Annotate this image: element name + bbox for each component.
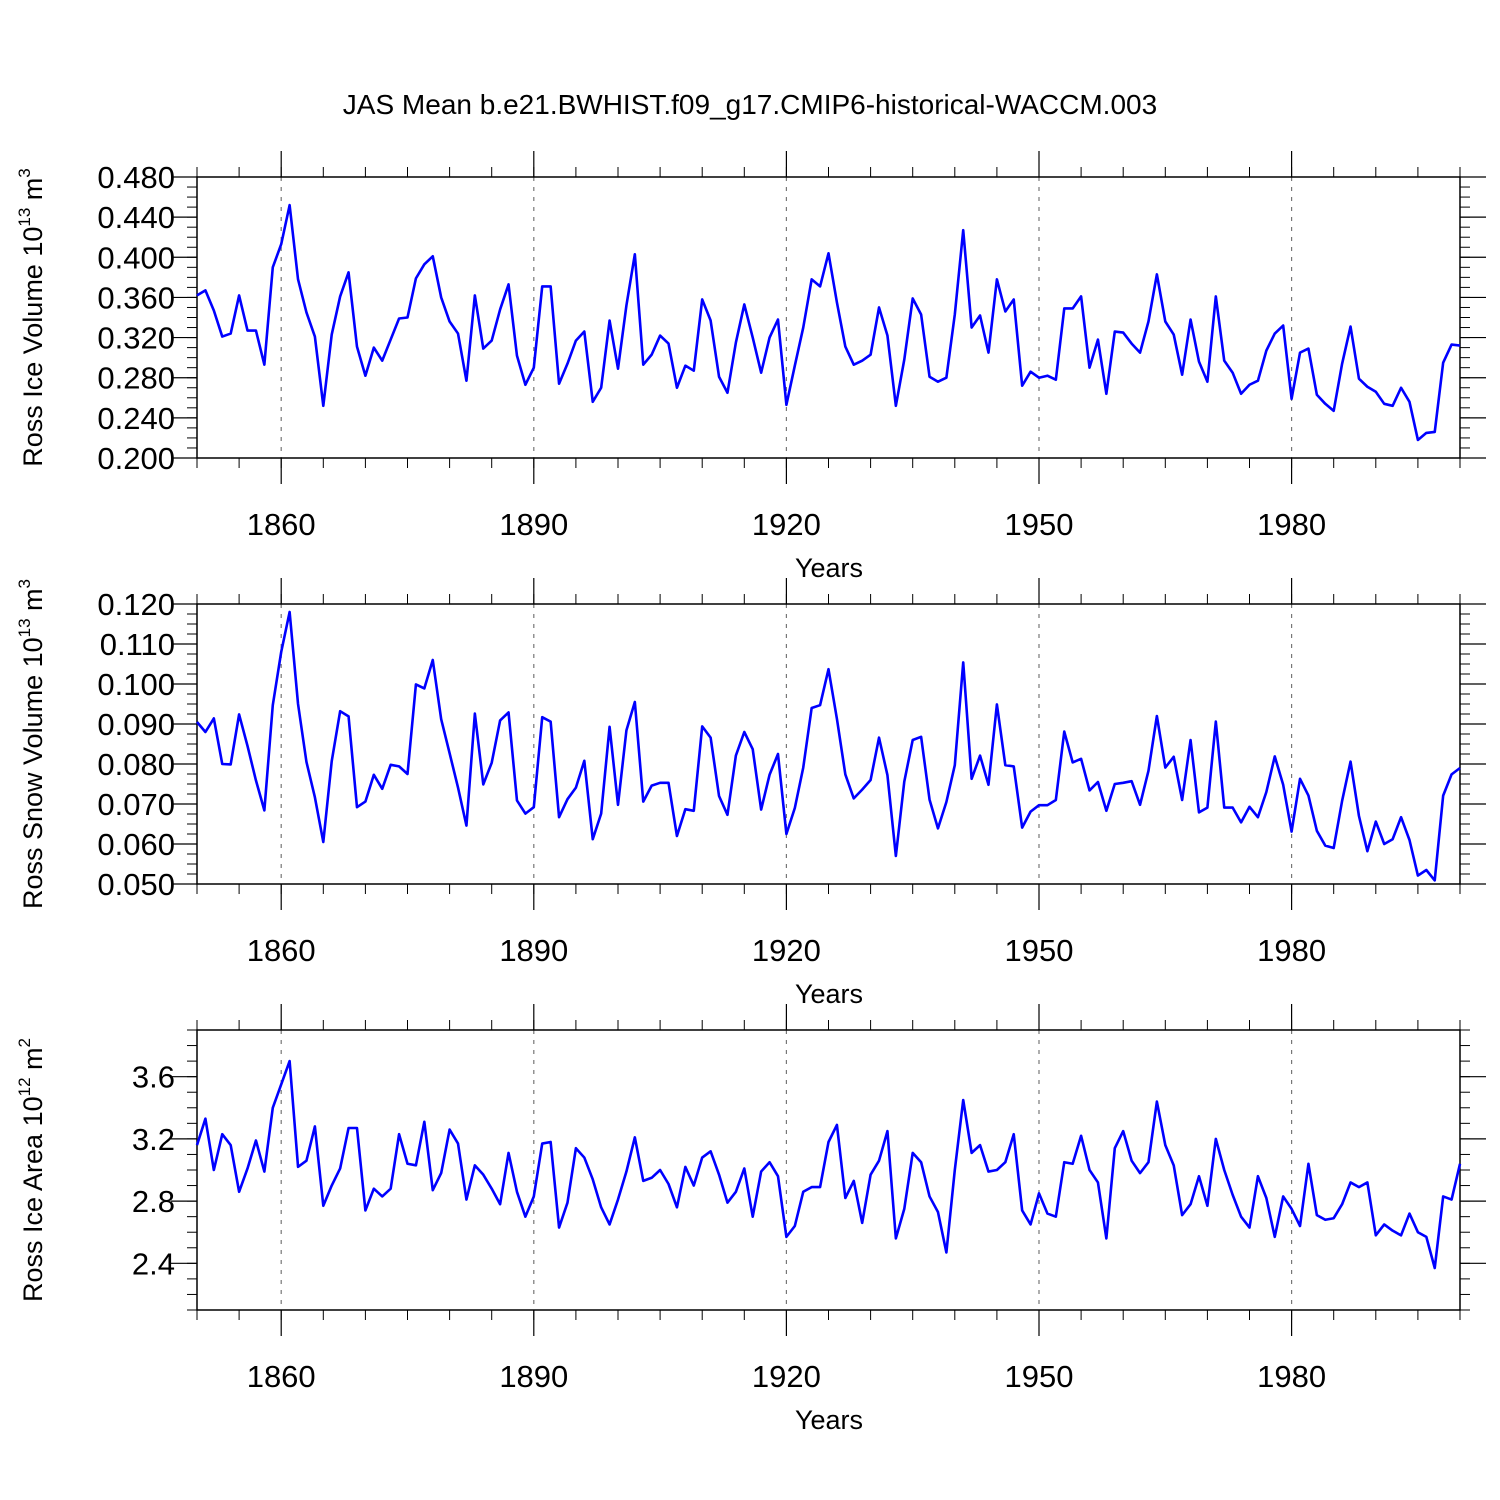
plot-frame [196, 603, 1461, 885]
x-tick-label: 1980 [1257, 507, 1326, 542]
panels: 0.200 0.240 0.280 0.320 0.360 0.400 0.440 0.480… [15, 151, 1486, 1435]
y-tick-label: 0.090 [97, 707, 175, 742]
y-tick-label: 0.360 [97, 280, 175, 315]
y-tick-label: 0.050 [97, 867, 175, 902]
y-axis-label-text: Ross Snow Volume 10 [18, 637, 48, 909]
x-tick-label: 1950 [1005, 1359, 1074, 1394]
y-tick-label: 2.8 [132, 1184, 175, 1219]
y-tick-label: 3.2 [132, 1122, 175, 1157]
panel-2: 0.050 0.060 0.070 0.080 0.090 0.100 0.110 0.120… [15, 578, 1486, 1009]
chart-title: JAS Mean b.e21.BWHIST.f09_g17.CMIP6-hist… [343, 89, 1157, 120]
y-axis-label-unit-exponent: 3 [15, 579, 34, 588]
y-axis-label-exponent: 12 [15, 1077, 34, 1096]
y-axis-label: Ross Ice Area 1012 m2 [15, 1038, 48, 1302]
y-tick-label: 0.110 [100, 627, 175, 662]
y-tick-label: 0.120 [97, 587, 175, 622]
y-tick-label: 0.320 [97, 321, 175, 356]
y-tick-label: 0.200 [97, 441, 175, 476]
y-tick-label: 3.6 [132, 1060, 175, 1095]
plot-frame [196, 1029, 1461, 1311]
y-tick-label: 0.060 [97, 827, 175, 862]
y-axis-label-unit: m [18, 1047, 48, 1077]
y-axis-label-text: Ross Ice Volume 10 [18, 227, 48, 467]
x-tick-label: 1950 [1005, 507, 1074, 542]
series-line [195, 1059, 1462, 1270]
x-tick-label: 1860 [247, 1359, 316, 1394]
y-axis-label: Ross Snow Volume 1013 m3 [15, 579, 48, 909]
x-tick-label: 1890 [499, 933, 568, 968]
y-tick-label: 0.100 [97, 667, 175, 702]
panel-3: 2.4 2.8 3.2 3.6 1860 1890 1920 1950 1980 Years Ros… [15, 1004, 1486, 1435]
series-line [196, 203, 1461, 442]
x-tick-label: 1980 [1257, 933, 1326, 968]
x-tick-label: 1860 [247, 507, 316, 542]
y-axis-label-unit: m [18, 178, 48, 208]
plot-frame [196, 176, 1461, 459]
x-tick-label: 1890 [499, 507, 568, 542]
x-axis-label: Years [795, 979, 863, 1009]
panel-1: 0.200 0.240 0.280 0.320 0.360 0.400 0.440 0.480… [15, 151, 1486, 583]
y-axis-label-unit: m [18, 588, 48, 618]
y-tick-label: 0.280 [97, 361, 175, 396]
x-tick-label: 1950 [1005, 933, 1074, 968]
y-tick-label: 0.480 [97, 160, 175, 195]
y-tick-label: 0.080 [97, 747, 175, 782]
series-line [196, 610, 1461, 882]
y-axis-label-unit-exponent: 2 [15, 1038, 34, 1047]
x-tick-label: 1920 [752, 507, 821, 542]
y-tick-label: 2.4 [132, 1246, 175, 1281]
x-tick-label: 1920 [752, 1359, 821, 1394]
x-axis-label: Years [795, 1405, 863, 1435]
y-tick-label: 0.240 [97, 401, 175, 436]
y-tick-label: 0.400 [97, 240, 175, 275]
y-tick-label: 0.070 [97, 787, 175, 822]
y-axis-label-exponent: 13 [15, 208, 34, 227]
y-axis-label-text: Ross Ice Area 10 [18, 1096, 48, 1302]
y-axis-label: Ross Ice Volume 1013 m3 [15, 168, 48, 467]
x-axis-label: Years [795, 553, 863, 583]
x-tick-label: 1920 [752, 933, 821, 968]
y-axis-label-exponent: 13 [15, 618, 34, 637]
x-tick-label: 1980 [1257, 1359, 1326, 1394]
y-tick-label: 0.440 [97, 200, 175, 235]
x-tick-label: 1890 [499, 1359, 568, 1394]
y-axis-label-unit-exponent: 3 [15, 168, 34, 177]
x-tick-label: 1860 [247, 933, 316, 968]
